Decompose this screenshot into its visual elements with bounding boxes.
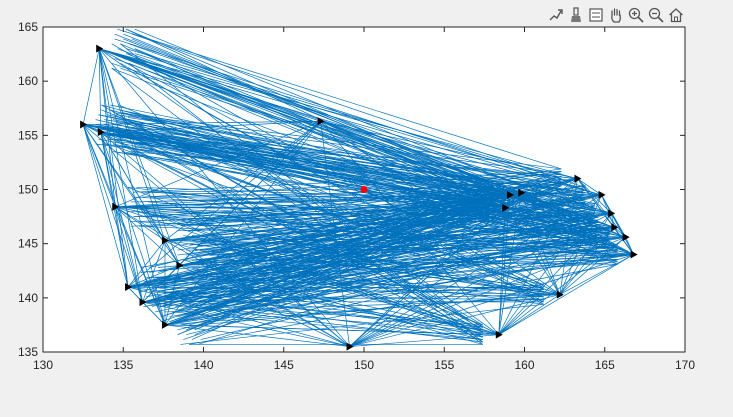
y-tick-label: 135 [18, 345, 38, 359]
x-tick-label: 130 [33, 358, 53, 372]
x-tick-label: 150 [354, 358, 374, 372]
axes-toolbar [546, 4, 685, 26]
x-tick-label: 135 [113, 358, 133, 372]
export-icon [548, 7, 564, 23]
center-point [361, 186, 368, 193]
x-tick-label: 170 [675, 358, 695, 372]
datatip-button[interactable] [586, 5, 605, 25]
y-tick-label: 140 [18, 291, 38, 305]
home-button[interactable] [666, 5, 685, 25]
y-tick-label: 145 [18, 237, 38, 251]
datatip-icon [588, 7, 604, 23]
export-button[interactable] [546, 5, 565, 25]
zoom-out-icon [648, 7, 664, 23]
pan-button[interactable] [606, 5, 625, 25]
x-tick-label: 155 [434, 358, 454, 372]
zoom-out-button[interactable] [646, 5, 665, 25]
brush-icon [568, 7, 584, 23]
y-tick-label: 165 [18, 20, 38, 34]
x-tick-label: 145 [274, 358, 294, 372]
zoom-in-icon [628, 7, 644, 23]
home-icon [668, 7, 684, 23]
pan-hand-icon [608, 7, 624, 23]
x-tick-label: 165 [595, 358, 615, 372]
x-tick-label: 160 [514, 358, 534, 372]
center-point-layer [361, 186, 368, 193]
x-tick-label: 140 [193, 358, 213, 372]
y-tick-label: 155 [18, 128, 38, 142]
y-tick-label: 160 [18, 74, 38, 88]
brush-button[interactable] [566, 5, 585, 25]
y-tick-label: 150 [18, 183, 38, 197]
zoom-in-button[interactable] [626, 5, 645, 25]
